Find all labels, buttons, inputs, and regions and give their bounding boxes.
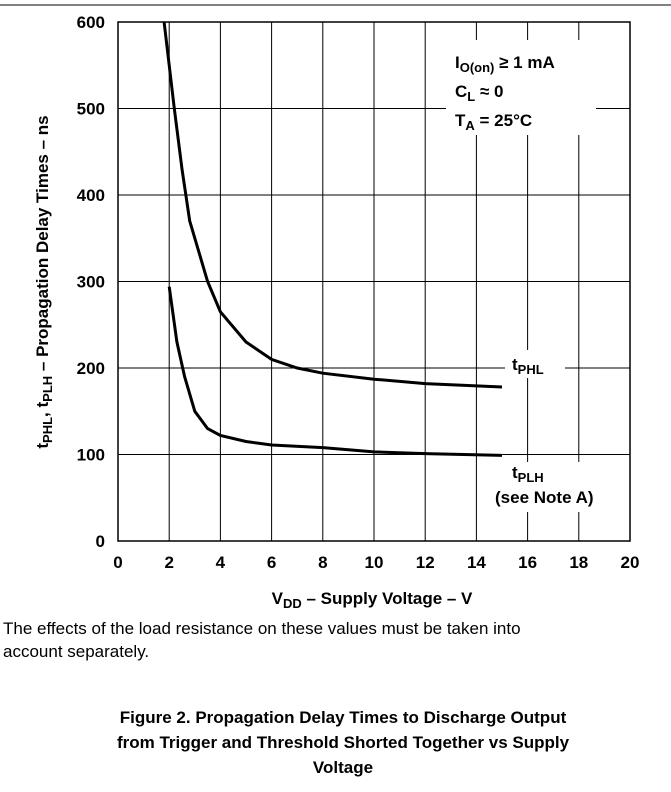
series-label-part: PLH (518, 470, 544, 485)
annotation-part: = 25°C (475, 111, 532, 130)
x-tick-label: 18 (569, 553, 588, 572)
series-label-part: t (512, 355, 518, 374)
y-tick-label: 100 (77, 446, 105, 465)
annotation-part: C (455, 82, 467, 101)
x-axis-label-part: V (272, 589, 284, 608)
x-axis-label: VDD – Supply Voltage – V (272, 589, 473, 611)
series-line (167, 286, 503, 457)
series-label-part: PHL (518, 362, 544, 377)
series-label: tPLH (512, 463, 544, 485)
y-tick-label: 600 (77, 13, 105, 32)
annotation: TA = 25°C (455, 111, 532, 133)
annotation-part: ≈ 0 (475, 82, 503, 101)
caption-line: from Trigger and Threshold Shorted Toget… (117, 733, 570, 752)
y-axis-label-part: t (33, 443, 52, 449)
x-tick-label: 0 (113, 553, 122, 572)
x-tick-label: 2 (164, 553, 173, 572)
caption-line: Figure 2. Propagation Delay Times to Dis… (120, 708, 567, 727)
annotation-part: I (455, 53, 460, 72)
y-tick-label: 0 (96, 532, 105, 551)
caption-line: Voltage (313, 758, 373, 777)
x-tick-label: 10 (365, 553, 384, 572)
y-axis-label-part: , t (33, 401, 52, 416)
y-axis-label: tPHL, tPLH – Propagation Delay Times – n… (33, 115, 55, 448)
series-label: tPHL (512, 355, 544, 377)
annotation-part: ≥ 1 mA (494, 53, 554, 72)
x-tick-label: 8 (318, 553, 327, 572)
x-tick-label: 12 (416, 553, 435, 572)
annotation: CL ≈ 0 (455, 82, 503, 104)
y-axis-label-part: PHL (40, 417, 55, 443)
annotation-part: L (467, 89, 475, 104)
annotation-part: O(on) (460, 60, 495, 75)
series-line (162, 21, 503, 389)
y-tick-label: 300 (77, 273, 105, 292)
annotation-part: T (455, 111, 466, 130)
label-bg (505, 350, 565, 378)
annotation-bg (446, 40, 596, 135)
y-tick-label: 500 (77, 100, 105, 119)
annotation: IO(on) ≥ 1 mA (455, 53, 555, 75)
series-note: (see Note A) (495, 488, 594, 507)
x-tick-label: 14 (467, 553, 486, 572)
plot-frame (117, 21, 631, 542)
y-tick-label: 400 (77, 186, 105, 205)
y-axis-label-part: – Propagation Delay Times – ns (33, 115, 52, 375)
y-axis-label-part: PLH (40, 376, 55, 402)
annotation-part: A (465, 118, 475, 133)
x-tick-label: 20 (621, 553, 640, 572)
x-axis-label-part: DD (283, 596, 302, 611)
note-line: account separately. (3, 642, 149, 661)
note-line: The effects of the load resistance on th… (3, 619, 521, 638)
x-axis-label-part: – Supply Voltage – V (302, 589, 473, 608)
x-tick-label: 16 (518, 553, 537, 572)
y-tick-label: 200 (77, 359, 105, 378)
label-bg (490, 462, 600, 512)
x-tick-label: 6 (267, 553, 276, 572)
series-label-part: t (512, 463, 518, 482)
x-tick-label: 4 (216, 553, 226, 572)
